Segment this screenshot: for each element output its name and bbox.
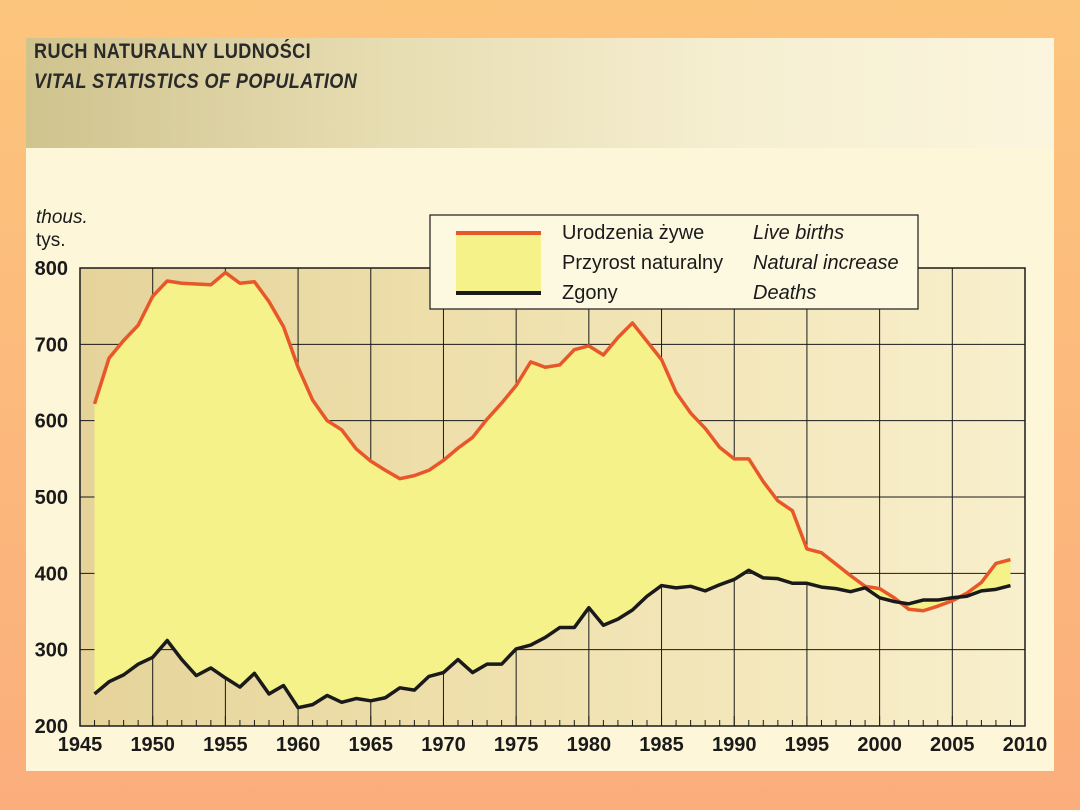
page-subtitle: VITAL STATISTICS OF POPULATION bbox=[34, 70, 358, 93]
x-axis-ticks: 1945 1950 1955 1960 1965 1970 1975 1980 1985 1990… bbox=[58, 716, 1048, 756]
x-tick-label: 1955 bbox=[203, 734, 248, 756]
x-tick-label: 1980 bbox=[567, 734, 612, 756]
legend-deaths-en: Deaths bbox=[753, 282, 816, 304]
y-tick-label: 200 bbox=[35, 716, 68, 738]
vital-statistics-chart: 1945 1950 1955 1960 1965 1970 1975 1980 1985 1990… bbox=[35, 207, 1048, 756]
y-axis-ticks: 200 300 400 500 600 700 800 bbox=[35, 258, 68, 738]
legend-increase-swatch bbox=[456, 233, 541, 293]
x-tick-label: 1970 bbox=[421, 734, 466, 756]
legend-deaths-pl: Zgony bbox=[562, 282, 618, 304]
unit-label-pl: tys. bbox=[36, 230, 66, 251]
header-band: RUCH NATURALNY LUDNOŚCI VITAL STATISTICS… bbox=[26, 38, 1054, 148]
page-title: RUCH NATURALNY LUDNOŚCI bbox=[34, 40, 312, 63]
x-tick-label: 2000 bbox=[857, 734, 902, 756]
live-births-line bbox=[92, 270, 1011, 613]
y-tick-label: 300 bbox=[35, 640, 68, 662]
legend: Urodzenia żywe Live births Przyrost natu… bbox=[429, 214, 919, 310]
x-tick-label: 1945 bbox=[58, 734, 103, 756]
x-tick-label: 1965 bbox=[349, 734, 394, 756]
x-tick-label: 1960 bbox=[276, 734, 321, 756]
y-tick-label: 500 bbox=[35, 487, 68, 509]
y-tick-label: 700 bbox=[35, 334, 68, 356]
deaths-line bbox=[93, 568, 1011, 710]
x-tick-label: 1950 bbox=[130, 734, 175, 756]
y-tick-label: 800 bbox=[35, 258, 68, 280]
y-tick-label: 600 bbox=[35, 411, 68, 433]
x-tick-label: 1990 bbox=[712, 734, 757, 756]
unit-label-en: thous. bbox=[36, 207, 88, 228]
y-tick-label: 400 bbox=[35, 563, 68, 585]
legend-births-pl: Urodzenia żywe bbox=[562, 222, 704, 244]
natural-increase-area bbox=[94, 272, 1011, 708]
x-tick-label: 1985 bbox=[639, 734, 684, 756]
chart-panel: RUCH NATURALNY LUDNOŚCI VITAL STATISTICS… bbox=[26, 38, 1054, 771]
legend-increase-pl: Przyrost naturalny bbox=[562, 252, 723, 274]
x-tick-label: 1995 bbox=[785, 734, 830, 756]
x-tick-label: 1975 bbox=[494, 734, 539, 756]
legend-increase-en: Natural increase bbox=[753, 252, 899, 274]
legend-births-en: Live births bbox=[753, 222, 844, 244]
x-tick-label: 2010 bbox=[1003, 734, 1048, 756]
x-tick-label: 2005 bbox=[930, 734, 975, 756]
